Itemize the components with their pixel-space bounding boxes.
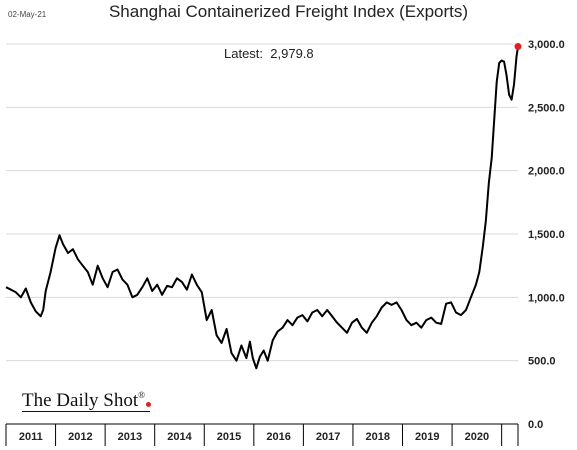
y-tick-label: 1,000.0: [528, 292, 565, 304]
x-tick-label: 2018: [365, 431, 389, 443]
brand-logo: The Daily Shot®: [22, 390, 151, 412]
x-tick-label: 2020: [465, 431, 489, 443]
x-tick-label: 2013: [118, 431, 142, 443]
y-tick-label: 2,000.0: [528, 166, 565, 178]
x-tick-label: 2012: [68, 431, 92, 443]
brand-name: The Daily Shot: [22, 390, 139, 411]
date-stamp: 02-May-21: [8, 10, 47, 19]
latest-annotation: Latest: 2,979.8: [224, 46, 314, 61]
y-tick-label: 500.0: [528, 356, 556, 368]
latest-label: Latest:: [224, 46, 264, 61]
brand-underline: [22, 411, 150, 412]
registered-mark: ®: [138, 390, 145, 400]
series-line: [5, 46, 519, 370]
y-tick-label: 3,000.0: [528, 39, 565, 51]
x-tick-label: 2016: [266, 431, 290, 443]
x-tick-label: 2019: [415, 431, 439, 443]
x-tick-label: 2011: [19, 431, 43, 443]
x-tick-label: 2015: [217, 431, 241, 443]
chart-title: Shanghai Containerized Freight Index (Ex…: [108, 2, 469, 21]
latest-point-marker: [514, 43, 522, 51]
y-tick-label: 0.0: [528, 419, 543, 431]
brand-dot-icon: [145, 402, 151, 407]
y-tick-label: 1,500.0: [528, 229, 565, 241]
x-tick-label: 2014: [167, 431, 192, 443]
x-tick-label: 2017: [316, 431, 340, 443]
y-tick-label: 2,500.0: [528, 102, 565, 114]
latest-value: 2,979.8: [270, 46, 314, 61]
